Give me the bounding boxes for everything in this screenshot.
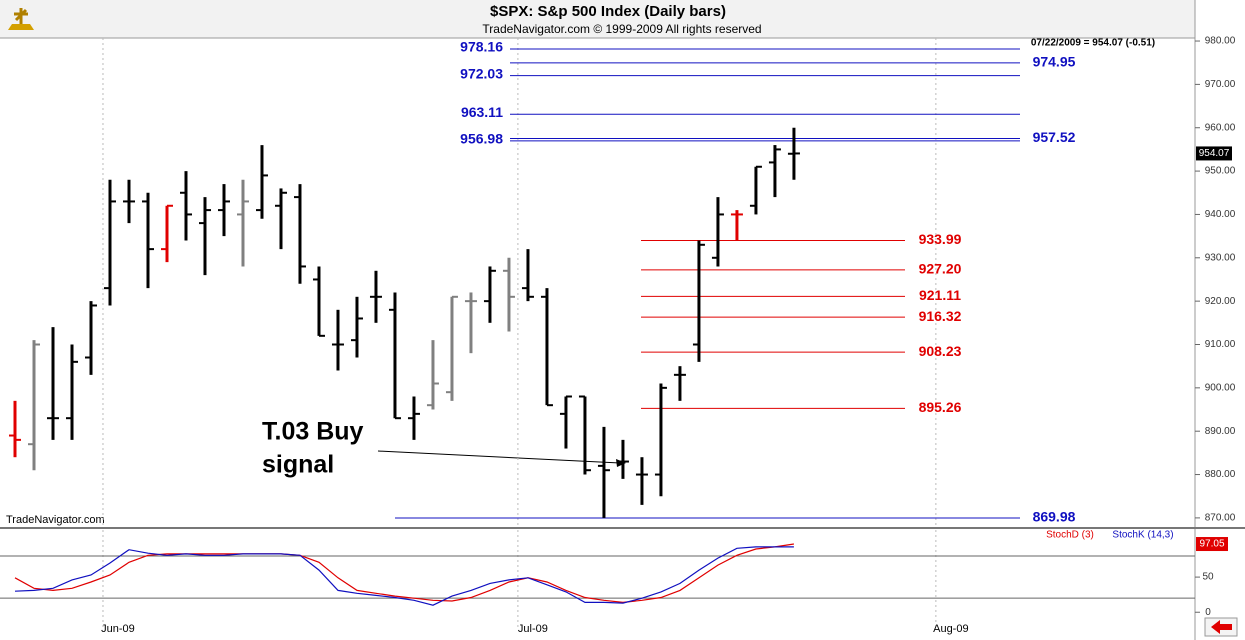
price-bar [407,396,420,440]
blue-level-label: 972.03 [460,65,503,81]
price-bar [768,145,781,198]
price-bar [388,292,401,420]
price-bar [179,171,192,241]
y-tick-label: 960.00 [1205,122,1236,133]
price-bar [445,295,458,401]
price-bar [293,184,306,284]
price-bar [540,288,553,407]
y-tick-label: 930.00 [1205,252,1236,263]
arrow-icon [1211,620,1232,634]
logo [8,8,34,30]
price-bar [749,165,762,215]
red-level-label: 895.26 [919,399,962,415]
price-bar [730,210,743,241]
price-bar [559,395,572,449]
blue-level-label: 963.11 [461,104,503,120]
price-bar [426,340,439,410]
y-tick-label: 950.00 [1205,166,1236,177]
chart-subtitle: TradeNavigator.com © 1999-2009 All right… [482,22,761,36]
scroll-arrow[interactable] [1204,617,1238,637]
price-bar [787,127,800,180]
annotation-line: T.03 Buy [262,418,364,446]
price-bar [85,301,98,375]
price-bar [692,240,705,362]
chart-title: $SPX: S&p 500 Index (Daily bars) [490,3,726,20]
watermark: TradeNavigator.com [6,514,105,526]
y-tick-label: 910.00 [1205,339,1236,350]
x-tick-label: Aug-09 [933,623,968,635]
y-tick-label: 890.00 [1205,426,1236,437]
price-bar [635,457,648,505]
blue-level-label: 957.52 [1033,129,1076,145]
red-level-label: 933.99 [919,231,962,247]
price-bar [369,270,382,323]
x-tick-label: Jun-09 [101,623,135,635]
y-tick-label: 50 [1202,572,1214,583]
last-price-label: 954.07 [1199,148,1230,159]
x-tick-label: Jul-09 [518,623,548,635]
price-bar [141,192,154,289]
y-tick-label: 880.00 [1205,469,1236,480]
price-bar [160,204,173,263]
price-header: 07/22/2009 = 954.07 (-0.51) [1031,38,1155,49]
y-tick-label: 940.00 [1205,209,1236,220]
price-bar [217,184,230,237]
price-bar [673,366,686,401]
legend-entry: StochK (14,3) [1112,530,1173,541]
y-tick-label: 0 [1205,607,1211,618]
price-bar [483,266,496,323]
y-tick-label: 970.00 [1205,79,1236,90]
price-bar [312,266,325,337]
price-bar [47,327,60,440]
red-level-label: 908.23 [919,343,962,359]
blue-level-label: 978.16 [460,39,503,55]
price-bar [350,296,363,358]
last-price-tag [1196,146,1232,161]
y-tick-label: 870.00 [1205,513,1236,524]
price-bar [28,340,41,471]
y-tick-label: 980.00 [1205,36,1236,47]
y-tick-label: 920.00 [1205,296,1236,307]
price-bar [654,383,667,497]
price-bar [521,249,534,302]
price-bar [255,145,268,219]
price-bar [711,197,724,267]
stoch-line [14,543,794,604]
price-bar [616,439,629,479]
price-bar [236,179,249,267]
legend-entry: StochD (3) [1046,530,1094,541]
price-bar [9,400,22,458]
buy-signal-annotation: T.03 Buy signal [262,418,626,479]
price-bar [274,188,287,250]
price-bar [104,179,117,306]
price-bar [502,257,515,332]
blue-level-label: 869.98 [1033,509,1076,525]
red-level-label: 927.20 [919,261,962,277]
price-bar [122,179,135,224]
price-bar [597,426,610,518]
last-value-tag [1196,537,1228,552]
price-bar [331,309,344,371]
price-bar [198,197,211,276]
y-tick-label: 900.00 [1205,382,1236,393]
blue-level-label: 956.98 [460,131,503,147]
price-bar [66,344,79,440]
red-level-label: 916.32 [919,308,962,324]
price-bar [464,292,477,354]
red-level-label: 921.11 [919,287,961,303]
annotation-line: signal [262,451,334,479]
price-bar [578,395,591,475]
blue-level-label: 974.95 [1033,54,1076,70]
last-value-label: 97.05 [1199,539,1224,550]
title-bar [0,0,1195,38]
stoch-line [14,546,794,606]
annotation-arrow [377,450,621,464]
